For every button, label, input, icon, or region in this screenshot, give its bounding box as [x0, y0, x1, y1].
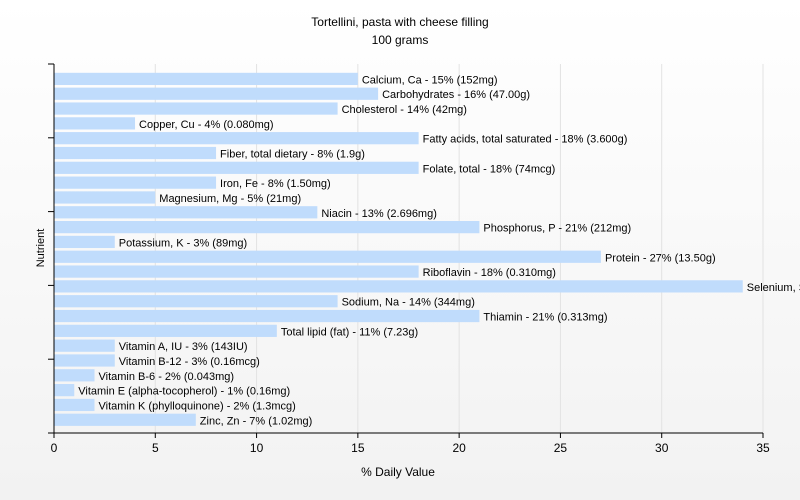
- bar: [54, 235, 115, 249]
- chart-title: Tortellini, pasta with cheese filling: [311, 15, 489, 29]
- bar: [54, 309, 480, 323]
- bar: [54, 398, 95, 412]
- data-label: Riboflavin - 18% (0.310mg): [423, 267, 556, 279]
- data-label: Thiamin - 21% (0.313mg): [483, 312, 607, 324]
- x-tick-label: 20: [452, 441, 466, 455]
- data-label: Vitamin E (alpha-tocopherol) - 1% (0.16m…: [78, 386, 290, 398]
- data-label: Fiber, total dietary - 8% (1.9g): [220, 149, 365, 161]
- data-label: Carbohydrates - 16% (47.00g): [382, 89, 530, 101]
- bar: [54, 265, 419, 278]
- y-axis-label: Nutrient: [35, 229, 47, 268]
- data-label: Protein - 27% (13.50g): [605, 252, 716, 264]
- data-label: Cholesterol - 14% (42mg): [342, 104, 467, 116]
- x-tick-label: 0: [51, 441, 58, 455]
- data-label: Iron, Fe - 8% (1.50mg): [220, 178, 331, 190]
- bar: [54, 354, 115, 367]
- bar: [54, 369, 95, 382]
- data-label: Vitamin B-6 - 2% (0.043mg): [99, 371, 235, 383]
- bar: [54, 339, 115, 352]
- data-label: Total lipid (fat) - 11% (7.23g): [281, 326, 418, 338]
- x-tick-label: 35: [756, 441, 770, 455]
- bar: [54, 295, 338, 308]
- bar: [54, 72, 358, 86]
- bar: [54, 191, 156, 204]
- data-label: Niacin - 13% (2.696mg): [321, 208, 437, 220]
- bar: [54, 87, 379, 100]
- x-tick-label: 30: [655, 441, 669, 455]
- bar: [54, 206, 318, 219]
- x-tick-label: 10: [250, 441, 264, 455]
- chart-subtitle: 100 grams: [371, 33, 429, 47]
- bar: [54, 413, 196, 426]
- bar: [54, 250, 601, 263]
- data-label: Fatty acids, total saturated - 18% (3.60…: [423, 134, 628, 146]
- bar: [54, 161, 419, 174]
- bar: [54, 146, 217, 160]
- bar: [54, 221, 480, 234]
- data-label: Copper, Cu - 4% (0.080mg): [139, 119, 274, 131]
- x-axis-label: % Daily Value: [361, 465, 435, 479]
- bar: [54, 102, 338, 115]
- bar: [54, 324, 277, 337]
- data-label: Vitamin K (phylloquinone) - 2% (1.3mcg): [99, 400, 296, 412]
- bar: [54, 176, 217, 189]
- bar: [54, 280, 743, 293]
- x-tick-label: 25: [554, 441, 568, 455]
- data-label: Sodium, Na - 14% (344mg): [342, 297, 475, 309]
- data-label: Folate, total - 18% (74mcg): [423, 163, 556, 175]
- data-label: Selenium, Se - 34% (23.9mcg): [747, 282, 800, 294]
- data-label: Vitamin A, IU - 3% (143IU): [119, 341, 248, 353]
- data-label: Magnesium, Mg - 5% (21mg): [159, 193, 301, 205]
- data-label: Vitamin B-12 - 3% (0.16mcg): [119, 356, 260, 368]
- data-label: Zinc, Zn - 7% (1.02mg): [200, 415, 312, 427]
- bar: [54, 132, 419, 145]
- bar: [54, 384, 75, 397]
- x-tick-label: 15: [351, 441, 365, 455]
- data-label: Calcium, Ca - 15% (152mg): [362, 74, 498, 86]
- data-label: Phosphorus, P - 21% (212mg): [483, 223, 631, 235]
- x-tick-label: 5: [152, 441, 159, 455]
- bar: [54, 117, 136, 130]
- data-label: Potassium, K - 3% (89mg): [119, 237, 247, 249]
